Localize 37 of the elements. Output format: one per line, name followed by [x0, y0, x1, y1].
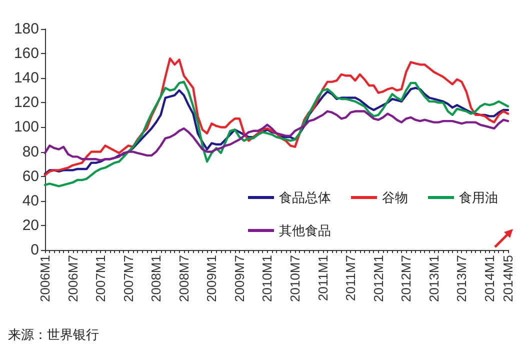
x-tick-label: 2008M7: [176, 255, 192, 302]
legend-label: 食用油: [459, 190, 498, 205]
legend-label: 其他食品: [279, 223, 331, 238]
x-tick-label: 2006M7: [65, 255, 80, 302]
legend-label: 食品总体: [279, 190, 331, 205]
x-tick-label: 2010M1: [260, 255, 275, 302]
y-tick-label: 80: [22, 143, 39, 160]
source-note: 来源：世界银行: [8, 327, 99, 342]
x-tick-label: 2007M1: [93, 255, 108, 302]
x-tick-label: 2011M1: [315, 255, 330, 302]
x-tick-label: 2014M5: [500, 255, 516, 302]
line-series: [44, 57, 510, 176]
y-tick-label: 60: [22, 168, 39, 185]
line-series: [44, 110, 510, 162]
x-tick-label: 2007M7: [120, 255, 136, 302]
y-tick-label: 120: [14, 94, 39, 112]
y-tick-label: 0: [30, 242, 39, 258]
x-tick-label: 2014M1: [482, 255, 497, 302]
x-tick-label: 2011M7: [343, 255, 358, 302]
x-tick-label: 2006M1: [38, 255, 52, 302]
line-series: [44, 80, 510, 188]
x-tick-label: 2010M7: [288, 255, 303, 302]
x-tick-label: 2009M1: [204, 255, 220, 302]
x-tick-label: 2009M7: [232, 255, 247, 302]
legend-label: 谷物: [382, 190, 408, 205]
line-series: [44, 86, 510, 175]
x-tick-label: 2013M7: [454, 255, 470, 302]
y-tick-label: 160: [14, 45, 39, 62]
y-tick-label: 180: [14, 20, 39, 38]
y-tick-label: 40: [22, 192, 39, 210]
y-tick-label: 20: [22, 216, 39, 234]
x-tick-label: 2008M1: [148, 255, 164, 302]
y-tick-label: 100: [14, 118, 39, 136]
x-tick-label: 2012M7: [398, 255, 414, 302]
x-tick-label: 2013M1: [426, 255, 442, 302]
y-tick-label: 140: [14, 70, 39, 87]
x-tick-label: 2012M1: [370, 255, 386, 302]
